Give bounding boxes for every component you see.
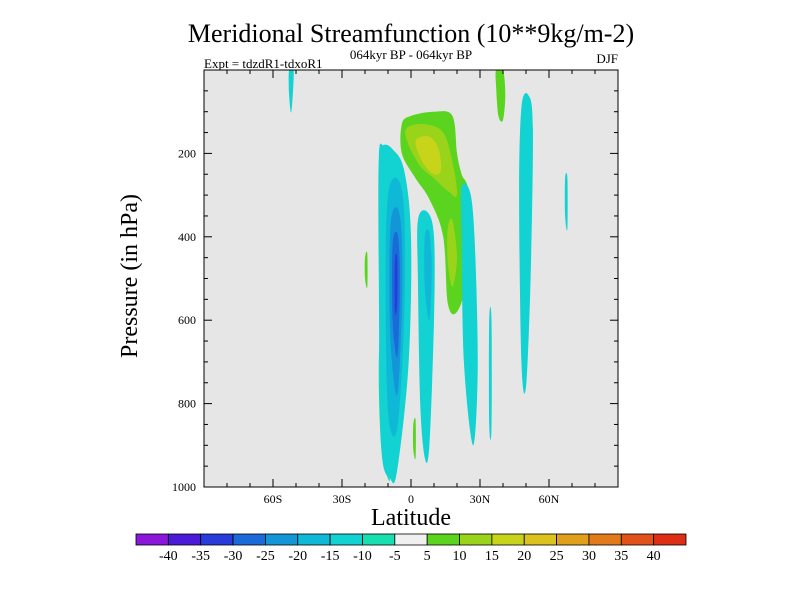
colorbar-swatch (459, 533, 493, 546)
colorbar-swatch (297, 533, 331, 546)
colorbar-swatch (329, 533, 363, 546)
colorbar-swatch (200, 533, 234, 546)
anomaly-low-level-south (364, 251, 368, 289)
colorbar-swatch (135, 533, 169, 546)
y-tick-label: 800 (178, 397, 196, 411)
colorbar-swatch (232, 533, 266, 546)
colorbar-label: 30 (582, 549, 596, 564)
colorbar-swatch (523, 533, 557, 546)
y-tick-label: 200 (178, 146, 196, 160)
colorbar-label: -20 (288, 549, 307, 564)
colorbar-swatch (362, 533, 396, 546)
anomaly-high-lat-column (519, 92, 533, 394)
axes: 60S 30S 0 30N 60N 200 400 600 800 1000 (172, 69, 619, 506)
experiment-label: Expt = tdzdR1-tdxoR1 (204, 56, 323, 71)
colorbar-label: -5 (389, 549, 401, 564)
anomaly-polar-upper-south (288, 70, 294, 113)
x-tick-label: 60S (264, 492, 283, 506)
colorbar-label: -40 (159, 549, 178, 564)
colorbar-label: 5 (424, 549, 431, 564)
anomaly-surface-equator (413, 417, 416, 460)
colorbar-swatch (167, 533, 202, 546)
colorbar-label: -35 (191, 549, 210, 564)
anomaly-north-branch-core (424, 229, 432, 321)
contour-fills (288, 70, 568, 484)
x-tick-label: 30N (470, 492, 491, 506)
colorbar-swatch (653, 533, 687, 546)
anomaly-midlat-positive (447, 218, 457, 287)
season-label: DJF (596, 51, 618, 66)
x-tick-label: 30S (333, 492, 352, 506)
colorbar-swatch (426, 533, 460, 546)
colorbar-label: 15 (485, 549, 499, 564)
colorbar-swatch (588, 533, 622, 546)
x-axis-label: Latitude (371, 505, 451, 531)
colorbar-label: 10 (453, 549, 467, 564)
x-tick-label: 0 (408, 492, 414, 506)
y-tick-label: 400 (178, 230, 196, 244)
anomaly-northern-cell (460, 183, 478, 446)
colorbar-label: -25 (256, 549, 275, 564)
colorbar-label: -30 (224, 549, 243, 564)
colorbar-label: 20 (517, 549, 531, 564)
anomaly-surface-north (488, 306, 492, 440)
anomaly-high-lat-upper (495, 70, 506, 122)
colorbar-label: -15 (321, 549, 340, 564)
y-tick-label: 1000 (172, 480, 196, 494)
chart-title: Meridional Streamfunction (10**9kg/m-2) (188, 19, 634, 48)
colorbar-swatch (394, 533, 428, 546)
colorbar-label: 35 (614, 549, 628, 564)
colorbar-swatch (265, 533, 299, 546)
colorbar-label: 25 (550, 549, 564, 564)
y-tick-label: 600 (178, 313, 196, 327)
anomaly-equatorial-max (394, 253, 398, 315)
anomaly-polar-north-thin (564, 172, 568, 231)
colorbar-swatch (620, 533, 655, 546)
chart-subtitle: 064kyr BP - 064kyr BP (350, 47, 472, 62)
colorbar: -40 -35 -30 -25 -20 -15 -10 -5 5 10 15 20 25 30 35 40 (135, 533, 687, 564)
colorbar-label: 40 (647, 549, 661, 564)
y-axis-label: Pressure (in hPa) (117, 194, 143, 358)
x-tick-label: 60N (539, 492, 560, 506)
colorbar-label: -10 (353, 549, 372, 564)
colorbar-swatch (556, 533, 590, 546)
colorbar-swatch (491, 533, 525, 546)
anomaly-upper-positive-core (415, 136, 442, 175)
